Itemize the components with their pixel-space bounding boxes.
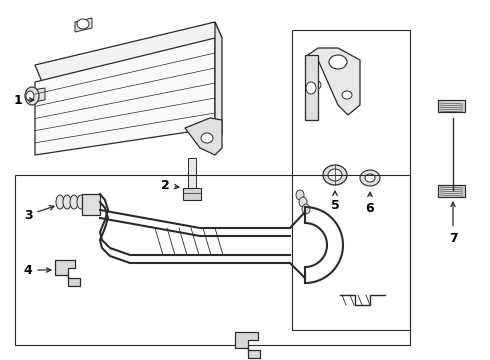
Polygon shape bbox=[32, 88, 45, 102]
Ellipse shape bbox=[329, 55, 347, 69]
Text: 7: 7 bbox=[449, 202, 457, 244]
Bar bbox=[15, 175, 410, 345]
Ellipse shape bbox=[25, 87, 39, 105]
Bar bbox=[292, 30, 410, 330]
Ellipse shape bbox=[70, 195, 78, 209]
Text: 3: 3 bbox=[24, 206, 54, 221]
Polygon shape bbox=[185, 118, 222, 155]
Polygon shape bbox=[183, 188, 201, 200]
Text: 1: 1 bbox=[14, 94, 34, 107]
Polygon shape bbox=[35, 22, 222, 82]
Polygon shape bbox=[35, 38, 215, 155]
Ellipse shape bbox=[56, 195, 64, 209]
Ellipse shape bbox=[328, 169, 342, 181]
Ellipse shape bbox=[77, 195, 85, 209]
Text: 5: 5 bbox=[331, 191, 340, 212]
Polygon shape bbox=[438, 100, 465, 112]
Polygon shape bbox=[438, 185, 465, 197]
Ellipse shape bbox=[342, 91, 352, 99]
Ellipse shape bbox=[302, 204, 310, 214]
Ellipse shape bbox=[63, 195, 71, 209]
Ellipse shape bbox=[201, 133, 213, 143]
Polygon shape bbox=[82, 194, 100, 215]
Polygon shape bbox=[235, 332, 260, 358]
Ellipse shape bbox=[26, 91, 34, 101]
Text: 4: 4 bbox=[24, 264, 51, 276]
Polygon shape bbox=[188, 158, 196, 188]
Ellipse shape bbox=[299, 197, 307, 207]
Polygon shape bbox=[308, 48, 360, 115]
Ellipse shape bbox=[309, 80, 321, 90]
Ellipse shape bbox=[323, 165, 347, 185]
Polygon shape bbox=[55, 260, 80, 286]
Polygon shape bbox=[215, 22, 222, 135]
Polygon shape bbox=[75, 18, 92, 32]
Ellipse shape bbox=[360, 170, 380, 186]
Text: 6: 6 bbox=[366, 192, 374, 215]
Ellipse shape bbox=[296, 190, 304, 200]
Text: 2: 2 bbox=[161, 179, 179, 192]
Ellipse shape bbox=[77, 19, 89, 29]
Ellipse shape bbox=[365, 174, 375, 182]
Ellipse shape bbox=[306, 82, 316, 94]
Polygon shape bbox=[305, 55, 318, 120]
